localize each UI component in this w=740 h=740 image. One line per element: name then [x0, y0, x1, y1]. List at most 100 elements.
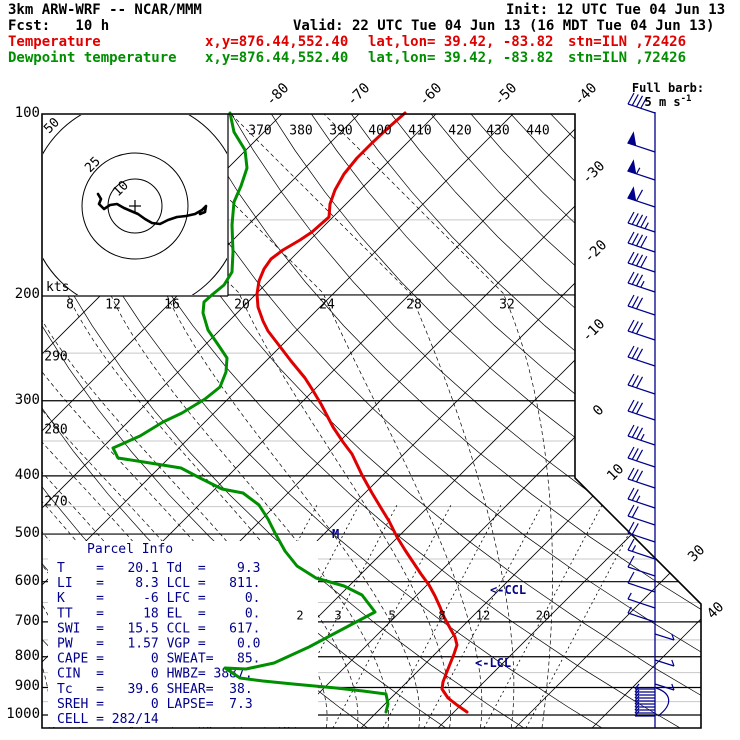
wind-barb-full	[640, 96, 648, 109]
chart-grid-group	[42, 114, 701, 728]
surface-barb-half	[634, 683, 640, 690]
wind-barb-half	[640, 433, 645, 441]
wind-barb-full	[631, 94, 639, 106]
parcel-info-title: Parcel Info	[87, 542, 173, 557]
parcel-info-row: SREH = 0 LAPSE= 7.3	[57, 697, 253, 712]
surface-barb-half	[634, 704, 640, 711]
wind-barb-half	[627, 592, 632, 600]
parcel-info-row: K = -6 LFC = 0.	[57, 591, 261, 606]
isotherm-line	[283, 114, 701, 728]
wind-barb-full	[631, 213, 639, 225]
wind-barb-full	[631, 347, 639, 359]
dry-adiabat-line	[191, 114, 701, 728]
dewpoint-xy: x,y=876.44,552.40	[205, 50, 349, 66]
wind-barb-pennant	[627, 131, 637, 147]
wind-barb-staff	[627, 222, 656, 233]
wind-barb-staff	[627, 305, 656, 316]
surface-barb-half	[634, 698, 640, 705]
wind-barb-staff	[654, 683, 675, 691]
hodograph-ring	[81, 152, 189, 260]
surface-barb-half	[634, 692, 640, 699]
moist-adiabat-line	[42, 114, 359, 728]
parcel-info-box: Parcel Info T = 20.1 Td = 9.3LI = 8.3 LCL…	[48, 541, 318, 727]
surface-barb-half	[634, 707, 640, 714]
isotherm-line	[591, 114, 701, 728]
melting-level-marker: M	[332, 527, 339, 541]
wind-barb-full	[635, 214, 644, 227]
wind-barb-full	[635, 376, 644, 389]
init-time: Init: 12 UTC Tue 04 Jun 13	[506, 2, 726, 18]
wind-barb-pennant	[627, 186, 637, 202]
wind-barb-full	[631, 401, 639, 413]
dry-adiabat-line	[430, 114, 701, 728]
wind-barb-full	[627, 231, 635, 244]
wind-barb-staff	[627, 515, 656, 526]
wind-barb-full	[627, 92, 635, 105]
parcel-info-row: CELL = 282/14	[57, 712, 159, 727]
wind-barb-full	[635, 402, 644, 415]
dry-adiabat-line	[590, 114, 701, 728]
wind-barb-full	[635, 274, 644, 287]
chart-border	[41, 113, 702, 729]
mixing-ratio-line	[423, 504, 543, 728]
wind-barb-full	[635, 470, 644, 483]
wind-barb-half	[635, 495, 641, 503]
wind-barb-full	[631, 469, 639, 481]
surface-barb-half	[634, 701, 640, 708]
wind-barb-full	[640, 255, 648, 268]
wind-barb-staff	[627, 262, 656, 273]
wind-barb-staff	[627, 282, 656, 293]
temperature-station: stn=ILN ,72426	[568, 34, 687, 50]
model-title: 3km ARW-WRF -- NCAR/MMM	[8, 2, 202, 18]
wind-barb-full	[627, 538, 635, 551]
parcel-info-row: PW = 1.57 VGP = 0.0	[57, 637, 261, 652]
wind-barb-half	[671, 659, 675, 667]
dry-adiabat-line	[42, 114, 524, 728]
wind-barb-legend: Full barb: 5 m s-1	[612, 81, 724, 109]
dewpoint-station: stn=ILN ,72426	[568, 50, 687, 66]
forecast-hour: Fcst: 10 h	[8, 18, 110, 34]
dewpoint-latlon: lat,lon= 39.42, -83.82	[368, 50, 554, 66]
wind-barb-staff	[627, 566, 656, 577]
dewpoint-legend-label: Dewpoint temperature	[8, 50, 177, 66]
dry-adiabat-line	[550, 114, 701, 728]
wind-barb-full	[627, 487, 635, 500]
parcel-info-row: T = 20.1 Td = 9.3	[57, 561, 261, 576]
wind-barb-half	[627, 606, 632, 614]
wind-barb-full	[627, 424, 635, 437]
wind-barb-staff	[654, 633, 675, 641]
wind-barb-staff	[627, 356, 656, 367]
surface-barb-hook	[655, 687, 670, 717]
wind-barb-staff	[627, 612, 656, 623]
wind-barb-full	[627, 373, 635, 386]
parcel-info-row: CAPE = 0 SWEAT= 85.	[57, 652, 261, 667]
wind-barb-staff	[627, 457, 656, 468]
isotherm-line	[437, 114, 701, 728]
wind-barb-full	[635, 189, 644, 202]
wind-barb-full	[631, 448, 639, 460]
dry-adiabat-line	[231, 114, 701, 728]
wind-barb-full	[635, 95, 644, 108]
moist-adiabat-line	[59, 114, 451, 728]
wind-barb-staff	[627, 582, 656, 593]
barb-legend-unit: 5 m s-1	[644, 94, 692, 109]
parcel-info-row: TT = 18 EL = 0.	[57, 606, 261, 621]
wind-barb-full	[631, 489, 639, 501]
dry-adiabat-line	[470, 114, 701, 728]
wind-barb-full	[627, 319, 635, 332]
barb-legend-title: Full barb:	[631, 81, 705, 95]
wind-barb-staff	[627, 498, 656, 509]
wind-barb-column	[627, 92, 675, 728]
wind-barb-full	[640, 235, 648, 248]
wind-barb-full	[627, 467, 635, 480]
wind-barb-full	[627, 251, 635, 264]
wind-barb-staff	[627, 330, 656, 341]
surface-barb-half	[634, 695, 640, 702]
mixing-ratio-line	[483, 504, 603, 728]
dry-adiabat-line	[510, 114, 701, 728]
wind-barb-full	[631, 426, 639, 438]
wind-barb-full	[635, 234, 644, 247]
wind-barb-half	[644, 222, 649, 229]
